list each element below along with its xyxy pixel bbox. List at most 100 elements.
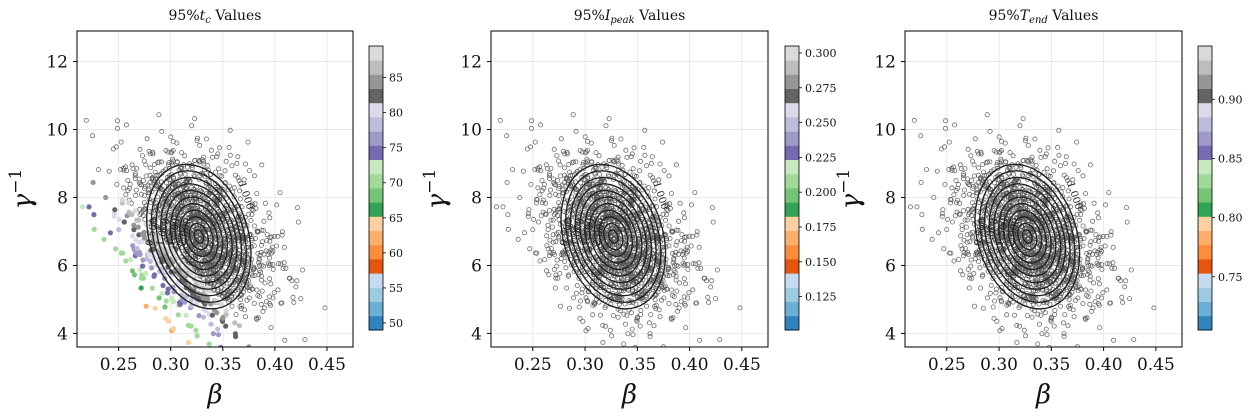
- outlier-point: [268, 281, 274, 287]
- outlier-point: [216, 262, 222, 268]
- outlier-point: [546, 208, 552, 214]
- outlier-point: [570, 231, 576, 237]
- outlier-point: [83, 117, 89, 123]
- data-point: [120, 250, 126, 256]
- outlier-point: [918, 133, 924, 139]
- contour-line: [593, 209, 634, 264]
- outlier-point: [214, 273, 220, 279]
- outlier-point: [550, 239, 556, 245]
- outlier-point: [682, 215, 688, 221]
- outlier-point: [1074, 211, 1080, 217]
- outlier-point: [587, 182, 593, 188]
- contour-line: [188, 222, 209, 251]
- outlier-point: [584, 156, 590, 162]
- outlier-point: [633, 173, 639, 179]
- outlier-point: [677, 280, 683, 286]
- colorbar-segment: [785, 188, 799, 203]
- outlier-point: [1014, 339, 1020, 345]
- outlier-point: [583, 295, 589, 301]
- outlier-point: [1060, 194, 1066, 200]
- outlier-point: [192, 263, 198, 269]
- contour-line: [146, 163, 252, 310]
- outlier-point: [1017, 297, 1023, 303]
- outlier-point: [529, 125, 535, 131]
- data-point: [194, 333, 200, 339]
- outlier-point: [556, 193, 562, 199]
- outlier-point: [147, 172, 153, 178]
- outlier-point: [642, 152, 648, 158]
- outlier-point: [649, 154, 655, 160]
- outlier-point: [570, 112, 576, 118]
- outlier-point: [666, 223, 672, 229]
- outlier-point: [614, 157, 620, 163]
- outlier-point: [676, 218, 682, 224]
- outlier-point: [953, 200, 959, 206]
- outlier-point: [544, 233, 550, 239]
- outlier-point: [596, 153, 602, 159]
- outlier-point: [943, 118, 949, 124]
- outlier-point: [551, 212, 557, 218]
- colorbar-tick-label: 60: [389, 247, 403, 260]
- outlier-point: [166, 160, 172, 166]
- outlier-point: [261, 218, 267, 224]
- outlier-point: [967, 272, 973, 278]
- data-point: [123, 258, 129, 264]
- outlier-point: [1035, 311, 1041, 317]
- outlier-point: [1018, 165, 1024, 171]
- outlier-point: [606, 263, 612, 269]
- outlier-point: [163, 147, 169, 153]
- outlier-point: [162, 192, 168, 198]
- colorbar-segment: [369, 216, 383, 231]
- data-point: [215, 332, 222, 338]
- x-tick-label: 0.30: [566, 355, 604, 375]
- outlier-point: [1063, 160, 1069, 166]
- outlier-point: [259, 239, 265, 245]
- colorbar-segment: [369, 145, 383, 160]
- outlier-point: [674, 288, 680, 294]
- outlier-point: [561, 172, 567, 178]
- outlier-point: [983, 211, 989, 217]
- outlier-point: [174, 159, 180, 165]
- outlier-point: [1058, 163, 1064, 169]
- outlier-point: [249, 201, 255, 207]
- outlier-point: [1091, 280, 1097, 286]
- outlier-point: [299, 267, 305, 273]
- outlier-point: [698, 265, 704, 271]
- outlier-point: [1085, 267, 1091, 273]
- outlier-point: [554, 263, 560, 269]
- outlier-point: [125, 187, 131, 193]
- outlier-point: [227, 183, 233, 189]
- outlier-point: [181, 223, 187, 229]
- outlier-point: [535, 185, 541, 191]
- outlier-point: [737, 305, 743, 311]
- outlier-point: [673, 242, 679, 248]
- outlier-point: [127, 181, 133, 187]
- outlier-point: [1081, 201, 1087, 207]
- contour-line: [574, 183, 653, 290]
- y-tick-label: 6: [471, 256, 482, 276]
- outlier-point: [625, 331, 631, 337]
- outlier-point: [239, 244, 245, 250]
- x-tick-label: 0.45: [723, 355, 761, 375]
- data-point: [142, 270, 149, 277]
- outlier-point: [1011, 270, 1017, 276]
- data-point: [156, 295, 162, 301]
- outlier-point: [964, 232, 970, 238]
- outlier-point: [638, 158, 644, 164]
- outlier-point: [539, 200, 545, 206]
- outlier-point: [147, 151, 153, 157]
- outlier-point: [970, 193, 976, 199]
- outlier-point: [962, 217, 968, 223]
- outlier-point: [670, 315, 676, 321]
- contour-line: [579, 189, 648, 284]
- outlier-point: [185, 164, 191, 170]
- outlier-point: [270, 262, 276, 268]
- outlier-point: [1097, 281, 1103, 287]
- outlier-point: [134, 165, 140, 171]
- outlier-point: [968, 263, 974, 269]
- data-point: [131, 222, 137, 228]
- outlier-point: [505, 212, 511, 218]
- outlier-point: [541, 181, 547, 187]
- outlier-point: [999, 299, 1005, 305]
